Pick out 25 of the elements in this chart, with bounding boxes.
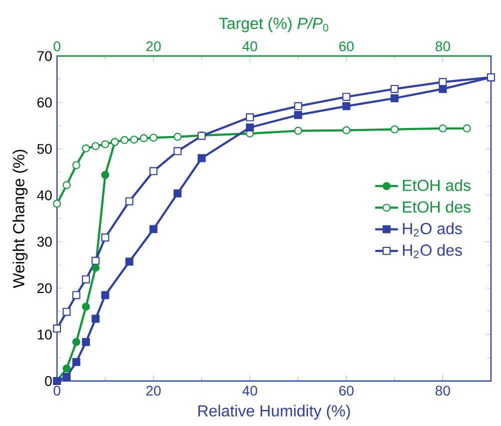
y-tick-label: 60 [37,97,52,108]
x2-tick-label: 40 [242,386,258,396]
y-tick-label: 30 [37,236,52,247]
x2-tick-label: 0 [54,386,60,396]
x2-tick-label: 80 [436,386,450,396]
y-tick-label: 0 [45,376,52,386]
x-axis-title: Relative Humidity (%) [198,404,350,420]
y-axis-title: Weight Change (%) [12,150,28,288]
y-tick-label: 20 [37,283,52,294]
x-tick-label: 0 [54,41,60,52]
y-tick-label: 40 [37,190,52,200]
x-tick-label: 60 [339,41,354,52]
x-tick-label: 40 [242,41,258,52]
legend-label: H$_{2}$O ads [403,222,462,236]
y-tick-label: 10 [38,330,52,340]
legend-label: EtOH ads [403,179,470,192]
x2-axis-title: Target (%) P/P$_{0}$ [219,17,328,32]
x2-tick-label: 20 [146,386,161,396]
legend-label: EtOH des [403,200,470,213]
x2-tick-label: 60 [339,386,354,396]
legend-label: H$_{2}$O des [403,244,462,258]
x-tick-label: 80 [436,41,450,52]
y-tick-label: 50 [37,144,52,154]
y-tick-label: 70 [37,51,52,61]
x-tick-label: 20 [146,41,161,52]
